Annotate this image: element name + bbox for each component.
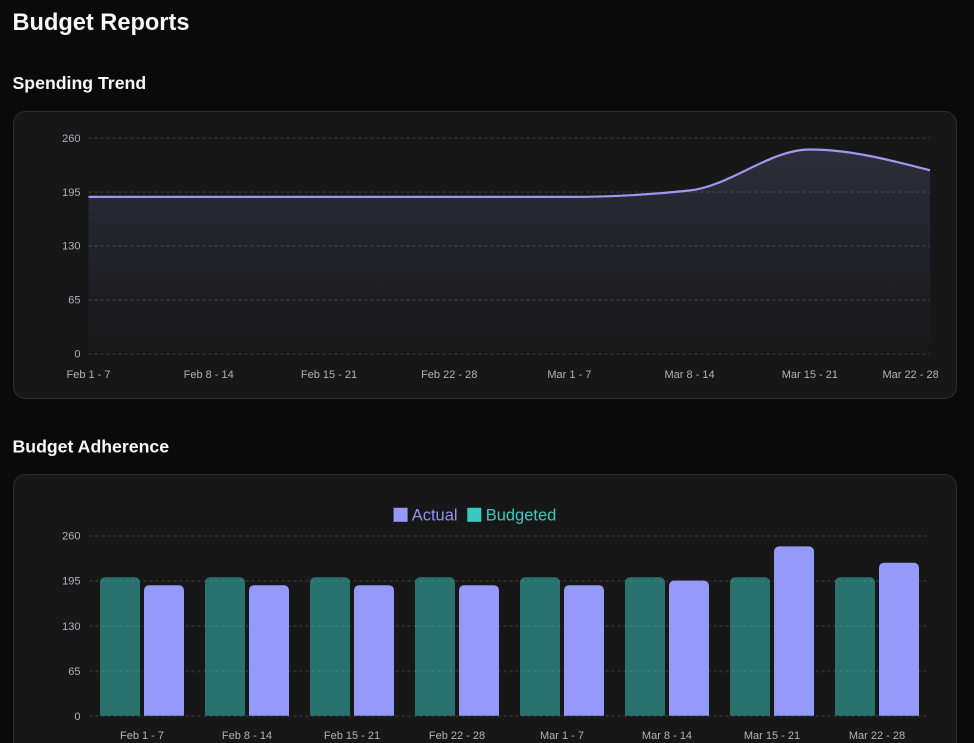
svg-text:Mar 22 - 28: Mar 22 - 28 [882,369,938,381]
svg-text:Mar 15 - 21: Mar 15 - 21 [782,369,838,381]
svg-text:Feb 1 - 7: Feb 1 - 7 [120,730,164,742]
svg-text:Mar 1 - 7: Mar 1 - 7 [547,369,591,381]
svg-text:65: 65 [68,295,80,307]
svg-text:0: 0 [74,349,80,361]
svg-text:Feb 22 - 28: Feb 22 - 28 [429,730,485,742]
svg-text:Feb 8 - 14: Feb 8 - 14 [222,730,272,742]
svg-text:Feb 8 - 14: Feb 8 - 14 [184,369,234,381]
svg-text:Feb 1 - 7: Feb 1 - 7 [66,369,110,381]
svg-text:65: 65 [68,666,80,678]
svg-text:Mar 8 - 14: Mar 8 - 14 [665,369,715,381]
svg-text:Mar 8 - 14: Mar 8 - 14 [642,730,692,742]
svg-text:Feb 15 - 21: Feb 15 - 21 [301,369,357,381]
svg-text:260: 260 [62,531,80,543]
svg-text:130: 130 [62,241,80,253]
svg-text:0: 0 [74,711,80,723]
svg-text:195: 195 [62,576,80,588]
svg-text:Budgeted: Budgeted [486,506,557,524]
svg-text:Budget Adherence: Budget Adherence [13,436,170,456]
svg-text:260: 260 [62,133,80,145]
svg-text:Feb 22 - 28: Feb 22 - 28 [421,369,477,381]
svg-text:Feb 15 - 21: Feb 15 - 21 [324,730,380,742]
svg-text:130: 130 [62,621,80,633]
svg-text:Actual: Actual [412,506,458,524]
svg-text:195: 195 [62,187,80,199]
svg-text:Mar 1 - 7: Mar 1 - 7 [540,730,584,742]
svg-text:Spending Trend: Spending Trend [13,73,147,93]
svg-text:Mar 15 - 21: Mar 15 - 21 [744,730,800,742]
svg-text:Budget Reports: Budget Reports [13,10,190,36]
svg-text:Mar 22 - 28: Mar 22 - 28 [849,730,905,742]
